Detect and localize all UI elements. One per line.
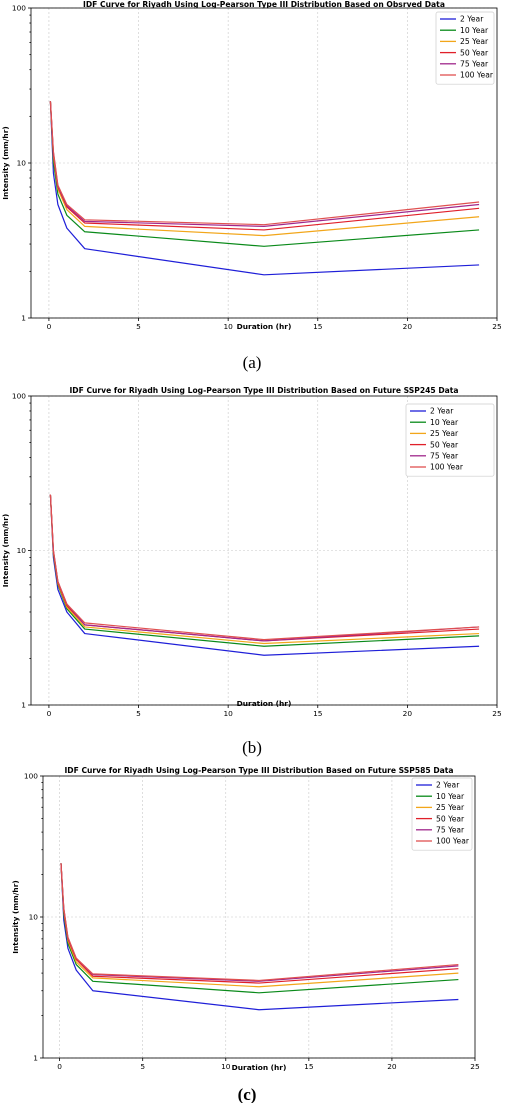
y-tick-label: 1 [21, 314, 26, 323]
series-group [49, 494, 480, 656]
series-line-75-year [49, 101, 480, 227]
legend-entry: 2 Year [436, 781, 460, 790]
series-line-100-year [49, 494, 480, 641]
legend-entry: 75 Year [430, 452, 459, 461]
series-line-100-year [49, 101, 480, 226]
x-tick-label: 25 [492, 322, 502, 331]
legend-entry: 2 Year [460, 15, 484, 24]
y-axis-label: Intensity (mm/hr) [1, 514, 10, 587]
x-tick-label: 5 [136, 322, 141, 331]
legend-entry: 25 Year [460, 37, 489, 46]
legend-entry: 100 Year [460, 71, 494, 80]
panel-caption: (c) [238, 1085, 257, 1103]
x-tick-label: 10 [221, 1062, 231, 1071]
x-tick-label: 0 [47, 322, 52, 331]
panel-c: IDF Curve for Riyadh Using Log-Pearson T… [0, 762, 505, 1103]
x-axis-label: Duration (hr) [232, 1063, 287, 1072]
series-line-25-year [49, 494, 480, 645]
x-tick-label: 5 [140, 1062, 145, 1071]
x-tick-label: 15 [313, 709, 323, 718]
legend-entry: 100 Year [430, 463, 464, 472]
chart-c: IDF Curve for Riyadh Using Log-Pearson T… [11, 766, 480, 1103]
x-tick-label: 10 [223, 322, 233, 331]
panel-a: IDF Curve for Riyadh Using Log-Pearson T… [0, 0, 505, 375]
series-line-25-year [49, 101, 480, 237]
y-tick-label: 10 [17, 159, 27, 168]
series-line-75-year [60, 863, 459, 982]
y-tick-label: 1 [33, 1054, 38, 1063]
grid [43, 775, 475, 1059]
legend-entry: 100 Year [436, 837, 470, 846]
legend-entry: 75 Year [460, 60, 489, 69]
series-line-75-year [49, 494, 480, 642]
series-line-50-year [60, 863, 459, 984]
legend-entry: 50 Year [430, 440, 459, 449]
x-tick-label: 0 [57, 1062, 62, 1071]
legend-entry: 10 Year [436, 792, 465, 801]
x-tick-label: 0 [47, 709, 52, 718]
series-line-10-year [49, 101, 480, 247]
legend-entry: 75 Year [436, 826, 465, 835]
x-tick-label: 20 [387, 1062, 397, 1071]
chart-title: IDF Curve for Riyadh Using Log-Pearson T… [69, 386, 458, 395]
series-line-100-year [60, 863, 459, 982]
x-tick-label: 5 [136, 709, 141, 718]
chart-a: IDF Curve for Riyadh Using Log-Pearson T… [1, 0, 502, 372]
x-axis-label: Duration (hr) [237, 699, 292, 708]
legend: 2 Year 10 Year 25 Year 50 Year 75 Year 100 Ye… [435, 11, 495, 85]
legend: 2 Year 10 Year 25 Year 50 Year 75 Year 100 Ye… [405, 403, 495, 477]
x-tick-label: 10 [223, 709, 233, 718]
x-tick-label: 15 [313, 322, 323, 331]
series-group [49, 101, 480, 276]
chart-title: IDF Curve for Riyadh Using Log-Pearson T… [64, 766, 453, 775]
y-tick-label: 10 [17, 546, 27, 555]
x-tick-label: 20 [403, 709, 413, 718]
series-line-2-year [60, 863, 459, 1011]
y-tick-label: 100 [12, 4, 26, 13]
legend-box [405, 403, 495, 477]
legend-entry: 25 Year [430, 429, 459, 438]
panel-caption: (a) [243, 353, 262, 372]
legend-entry: 2 Year [430, 407, 454, 416]
x-tick-label: 15 [304, 1062, 314, 1071]
legend-entry: 50 Year [436, 814, 465, 823]
y-tick-label: 100 [24, 772, 38, 781]
x-axis-label: Duration (hr) [237, 322, 292, 331]
panel-b: IDF Curve for Riyadh Using Log-Pearson T… [0, 380, 505, 760]
legend: 2 Year 10 Year 25 Year 50 Year 75 Year 100 Ye… [411, 777, 473, 851]
y-axis-label: Intensity (mm/hr) [1, 126, 10, 199]
y-tick-label: 10 [29, 913, 39, 922]
x-tick-label: 25 [470, 1062, 480, 1071]
legend-entry: 25 Year [436, 803, 465, 812]
panel-caption: (b) [242, 738, 262, 757]
y-tick-label: 100 [12, 392, 26, 401]
series-group [60, 863, 459, 1011]
x-tick-label: 20 [403, 322, 413, 331]
legend-entry: 50 Year [460, 48, 489, 57]
y-tick-label: 1 [21, 701, 26, 710]
series-line-25-year [60, 863, 459, 988]
legend-entry: 10 Year [430, 418, 459, 427]
chart-b: IDF Curve for Riyadh Using Log-Pearson T… [1, 386, 502, 757]
grid [31, 7, 497, 319]
chart-title: IDF Curve for Riyadh Using Log-Pearson T… [83, 0, 445, 9]
x-tick-label: 25 [492, 709, 502, 718]
series-line-2-year [49, 101, 480, 276]
legend-entry: 10 Year [460, 26, 489, 35]
y-axis-label: Intensity (mm/hr) [11, 880, 20, 953]
series-line-50-year [49, 494, 480, 642]
series-line-10-year [49, 494, 480, 647]
